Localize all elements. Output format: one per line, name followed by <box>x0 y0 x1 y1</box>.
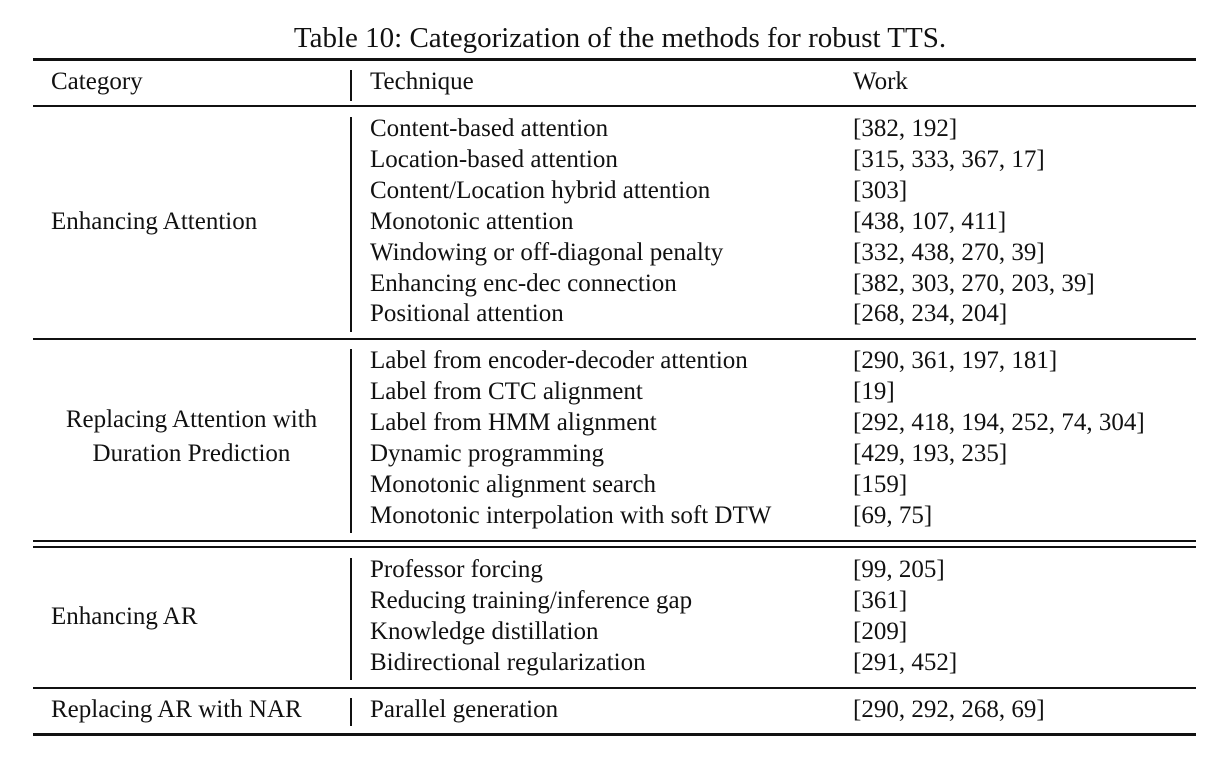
double-rule-upper <box>33 540 1196 542</box>
technique-cell: Professor forcing <box>370 556 543 583</box>
category-cell: Replacing AR with NAR <box>51 696 302 723</box>
work-cell: [159] <box>853 471 908 498</box>
category-cell: Enhancing Attention <box>51 208 258 235</box>
group-rule <box>33 338 1196 340</box>
work-cell: [303] <box>853 177 908 204</box>
technique-cell: Content/Location hybrid attention <box>370 177 711 204</box>
technique-cell: Dynamic programming <box>370 440 604 467</box>
technique-cell: Windowing or off-diagonal penalty <box>370 239 724 266</box>
double-rule-lower <box>33 546 1196 548</box>
technique-cell: Bidirectional regularization <box>370 649 646 676</box>
work-cell: [315, 333, 367, 17] <box>853 146 1045 173</box>
work-cell: [209] <box>853 618 908 645</box>
work-cell: [292, 418, 194, 252, 74, 304] <box>853 409 1145 436</box>
group-rule <box>33 687 1196 689</box>
technique-cell: Monotonic interpolation with soft DTW <box>370 502 772 529</box>
technique-cell: Label from encoder-decoder attention <box>370 347 748 374</box>
technique-cell: Content-based attention <box>370 115 609 142</box>
work-cell: [361] <box>853 587 908 614</box>
technique-cell: Monotonic alignment search <box>370 471 657 498</box>
work-cell: [429, 193, 235] <box>853 440 1008 467</box>
technique-cell: Location-based attention <box>370 146 618 173</box>
technique-cell: Monotonic attention <box>370 208 574 235</box>
work-cell: [290, 361, 197, 181] <box>853 347 1058 374</box>
work-cell: [382, 303, 270, 203, 39] <box>853 270 1095 297</box>
technique-cell: Label from CTC alignment <box>370 378 643 405</box>
category-cell: Replacing Attention with <box>65 406 318 433</box>
work-cell: [268, 234, 204] <box>853 300 1008 327</box>
table-caption: Table 10: Categorization of the methods … <box>293 22 947 54</box>
header-category: Category <box>51 68 143 95</box>
header-rule <box>33 105 1196 107</box>
technique-cell: Label from HMM alignment <box>370 409 657 436</box>
category-cell: Duration Prediction <box>92 440 291 467</box>
bottom-rule <box>33 733 1196 736</box>
header-technique: Technique <box>370 68 474 95</box>
work-cell: [332, 438, 270, 39] <box>853 239 1045 266</box>
technique-cell: Reducing training/inference gap <box>370 587 693 614</box>
top-rule <box>33 58 1196 61</box>
work-cell: [69, 75] <box>853 502 933 529</box>
work-cell: [290, 292, 268, 69] <box>853 696 1045 723</box>
column-separator <box>350 558 352 680</box>
technique-cell: Parallel generation <box>370 696 559 723</box>
work-cell: [19] <box>853 378 895 405</box>
work-cell: [382, 192] <box>853 115 958 142</box>
technique-cell: Positional attention <box>370 300 564 327</box>
work-cell: [438, 107, 411] <box>853 208 1007 235</box>
technique-cell: Enhancing enc-dec connection <box>370 270 677 297</box>
header-work: Work <box>853 68 908 95</box>
column-separator <box>350 349 352 533</box>
column-separator <box>350 117 352 332</box>
category-cell: Enhancing AR <box>51 603 198 630</box>
column-separator <box>350 698 352 726</box>
work-cell: [99, 205] <box>853 556 945 583</box>
work-cell: [291, 452] <box>853 649 958 676</box>
column-separator <box>350 70 352 101</box>
technique-cell: Knowledge distillation <box>370 618 599 645</box>
